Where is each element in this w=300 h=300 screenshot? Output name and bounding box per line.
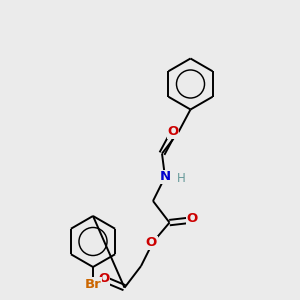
Text: H: H: [177, 172, 186, 185]
Text: Br: Br: [85, 278, 101, 291]
Text: N: N: [159, 170, 171, 184]
Text: O: O: [167, 125, 179, 138]
Text: O: O: [146, 236, 157, 249]
Text: O: O: [186, 212, 198, 226]
Text: O: O: [98, 272, 110, 285]
